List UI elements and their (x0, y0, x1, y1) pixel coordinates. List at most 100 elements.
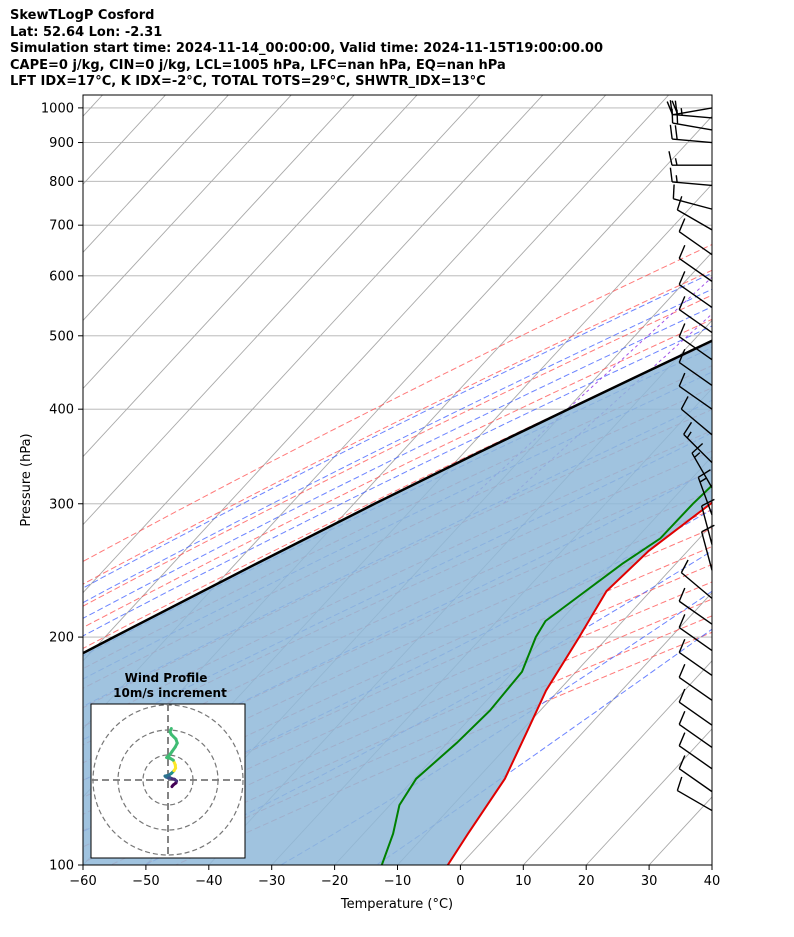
barb-staff (678, 768, 713, 793)
x-tick-label: −40 (195, 874, 222, 889)
location-line: Lat: 52.64 Lon: -2.31 (10, 24, 163, 40)
barb-flag (697, 469, 711, 478)
barb-staff (672, 107, 713, 116)
wind-barb (678, 244, 713, 282)
wind-barb (669, 167, 713, 187)
wind-barb (678, 296, 713, 334)
isotherm (83, 95, 481, 526)
cape-line: CAPE=0 j/kg, CIN=0 j/kg, LCL=1005 hPa, L… (10, 57, 506, 73)
wind-barb (678, 372, 713, 410)
isotherm (83, 95, 418, 458)
barb-staff (672, 181, 713, 187)
barb-flag (674, 125, 678, 140)
barb-half-flag (694, 452, 701, 458)
barb-staff (680, 572, 713, 599)
hodograph (91, 704, 245, 858)
isotherm (83, 95, 607, 662)
dry-adiabat (83, 294, 712, 607)
barb-flag (678, 663, 686, 678)
wind-barb (691, 442, 713, 489)
barb-flag (678, 323, 686, 337)
barb-flag (671, 108, 674, 124)
barb-staff (697, 477, 713, 516)
wind-barb (668, 151, 712, 166)
hodograph-segment (168, 727, 173, 734)
barb-flag (683, 421, 693, 435)
y-tick-label: 100 (49, 859, 74, 874)
x-tick-label: −50 (132, 874, 159, 889)
y-tick-label: 600 (49, 269, 74, 284)
isotherm (711, 864, 712, 865)
barb-staff (678, 651, 713, 676)
wind-barb (678, 688, 713, 726)
dry-adiabat (83, 546, 712, 832)
wind-barb (678, 587, 713, 625)
wind-barb (669, 124, 713, 144)
barb-staff (691, 452, 713, 489)
dry-adiabat (83, 243, 712, 563)
isotherm (83, 95, 355, 390)
barb-flag (676, 109, 679, 124)
moist-adiabat (83, 306, 712, 619)
hodograph-title: Wind Profile (125, 671, 208, 685)
x-tick-label: −60 (69, 874, 96, 889)
barb-flag (676, 776, 683, 791)
barb-flag (678, 372, 686, 387)
barb-staff (678, 336, 713, 361)
y-tick-label: 400 (49, 403, 74, 418)
barb-flag (678, 348, 686, 363)
isotherm (83, 95, 544, 594)
barb-flag (678, 587, 686, 602)
isotherm (522, 660, 712, 865)
barb-staff (678, 626, 713, 652)
barb-staff (672, 138, 713, 144)
y-tick-label: 200 (49, 631, 74, 646)
barb-flag (678, 755, 686, 769)
barb-flag (678, 732, 686, 747)
barb-staff (700, 505, 713, 545)
isotherm (83, 95, 292, 322)
temperature-line (446, 501, 712, 865)
isotherm (585, 728, 712, 865)
isotherm (83, 95, 670, 730)
barb-flag (680, 559, 689, 573)
barb-staff (678, 676, 713, 701)
x-tick-label: 0 (456, 874, 464, 889)
index-line: LFT IDX=17°C, K IDX=-2°C, TOTAL TOTS=29°… (10, 74, 486, 90)
dewpoint-line (380, 484, 712, 865)
barb-flag (669, 167, 673, 183)
title-block: SkewTLogP Cosford Lat: 52.64 Lon: -2.31 … (10, 8, 603, 91)
wind-barb (678, 348, 713, 386)
wind-barb (676, 776, 713, 812)
wind-barb (671, 108, 713, 131)
x-axis-label: Temperature (°C) (340, 897, 453, 912)
y-axis-label: Pressure (hPa) (19, 433, 34, 526)
wind-barb (678, 218, 713, 256)
x-tick-label: 20 (578, 874, 595, 889)
wind-barb (680, 396, 713, 436)
wind-barb (678, 710, 713, 748)
barb-flag (678, 296, 686, 310)
barb-staff (678, 701, 713, 726)
x-tick-label: −10 (384, 874, 411, 889)
barb-flag (669, 124, 673, 140)
barb-half-flag (680, 108, 683, 116)
y-tick-label: 800 (49, 175, 74, 190)
x-tick-label: 10 (515, 874, 532, 889)
barb-flag (678, 271, 686, 285)
dry-adiabat (83, 527, 712, 815)
dry-adiabat (83, 269, 712, 585)
barb-half-flag (686, 431, 692, 439)
barb-flag (691, 442, 704, 454)
wind-barb (678, 732, 713, 770)
wind-barb (680, 559, 713, 599)
hodograph-subtitle: 10m/s increment (113, 686, 227, 700)
wind-barb (678, 614, 713, 652)
parcel-profile-line (83, 339, 712, 655)
barb-flag (678, 639, 686, 653)
mixing-ratio-line (464, 276, 712, 505)
barb-half-flag (699, 477, 707, 483)
x-tick-label: 40 (704, 874, 721, 889)
barb-staff (678, 745, 713, 770)
